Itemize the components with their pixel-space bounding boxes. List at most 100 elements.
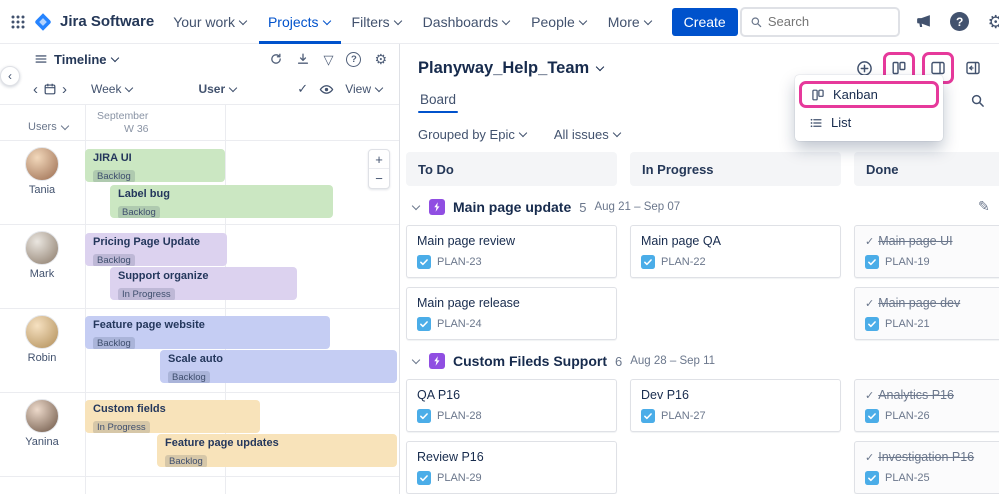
board-card[interactable]: ✓ Investigation P16 PLAN-25 <box>854 441 999 494</box>
nav-filters[interactable]: Filters <box>343 0 412 44</box>
gantt-bar[interactable]: Label bug Backlog <box>110 185 333 218</box>
card-title: QA P16 <box>417 388 461 402</box>
menu-icon[interactable] <box>34 52 48 66</box>
epic-group-header[interactable]: Main page update 5 Aug 21 – Sep 07 ✎ <box>400 186 999 225</box>
user-name: Tania <box>28 184 56 196</box>
done-column: ✓ Main page UI PLAN-19 ✓ Main page dev PLA… <box>854 225 999 340</box>
prev-period-button[interactable]: ‹ <box>33 80 38 98</box>
open-panel-icon[interactable] <box>961 56 985 80</box>
chevron-down-icon <box>518 128 528 138</box>
status-badge: In Progress <box>93 421 150 433</box>
refresh-icon[interactable] <box>269 52 283 66</box>
gantt-bar[interactable]: Pricing Page Update Backlog <box>85 233 227 266</box>
board-search-icon[interactable] <box>970 93 985 108</box>
group-by-select[interactable]: User <box>195 82 241 96</box>
zoom-in-button[interactable]: + <box>369 150 389 169</box>
timeline-title[interactable]: Timeline <box>54 52 120 67</box>
epic-icon <box>429 353 445 369</box>
column-header-inprogress: In Progress <box>630 152 841 186</box>
help-icon[interactable]: ? <box>346 51 362 67</box>
download-icon[interactable] <box>296 52 310 66</box>
card-key: PLAN-22 <box>661 256 706 268</box>
create-button[interactable]: Create <box>671 7 738 36</box>
menu-item-list[interactable]: List <box>795 109 943 136</box>
board-card[interactable]: ✓ Analytics P16 PLAN-26 <box>854 379 999 432</box>
jira-brand[interactable]: Jira Software <box>28 11 162 33</box>
view-select[interactable]: View <box>342 82 387 96</box>
task-icon <box>417 255 431 269</box>
gantt-bar[interactable]: Scale auto Backlog <box>160 350 397 383</box>
board-card[interactable]: Dev P16 PLAN-27 <box>630 379 841 432</box>
settings-gear-icon[interactable]: ⚙ <box>987 11 999 32</box>
task-icon <box>641 255 655 269</box>
status-badge: Backlog <box>93 254 135 266</box>
gantt-bar[interactable]: Support organize In Progress <box>110 267 297 300</box>
week-label: W 36 <box>124 123 149 135</box>
calendar-icon[interactable] <box>43 82 57 96</box>
avatar[interactable] <box>25 399 59 433</box>
column-header-todo: To Do <box>406 152 617 186</box>
avatar[interactable] <box>25 231 59 265</box>
view-type-menu: Kanban List <box>795 75 943 141</box>
global-search[interactable] <box>739 6 900 37</box>
board-card[interactable]: QA P16 PLAN-28 <box>406 379 617 432</box>
epic-group-header[interactable]: Custom Fileds Support 6 Aug 28 – Sep 11 <box>400 340 999 379</box>
card-key: PLAN-24 <box>437 318 482 330</box>
task-icon <box>865 471 879 485</box>
feedback-megaphone-icon[interactable] <box>912 10 936 34</box>
issues-filter[interactable]: All issues <box>554 127 622 142</box>
board-card[interactable]: Main page review PLAN-23 <box>406 225 617 278</box>
collapse-panel-button[interactable]: ‹ <box>0 66 20 86</box>
zoom-select[interactable]: Week <box>88 82 137 96</box>
next-period-button[interactable]: › <box>62 80 67 98</box>
zoom-out-button[interactable]: − <box>375 171 383 186</box>
chevron-down-icon <box>125 83 134 93</box>
gantt-bar[interactable]: Feature page website Backlog <box>85 316 330 349</box>
avatar[interactable] <box>25 315 59 349</box>
board-card[interactable]: ✓ Main page UI PLAN-19 <box>854 225 999 278</box>
app-switcher-icon[interactable] <box>10 8 26 36</box>
gantt-bar[interactable]: Custom fields In Progress <box>85 400 260 433</box>
nav-projects[interactable]: Projects <box>259 0 341 44</box>
nav-more[interactable]: More <box>599 0 662 44</box>
card-title: Main page QA <box>641 234 721 248</box>
card-title: Dev P16 <box>641 388 689 402</box>
column-header-done: Done <box>854 152 999 186</box>
filter-icon[interactable]: ▽ <box>323 51 334 67</box>
card-key: PLAN-19 <box>885 256 930 268</box>
search-input[interactable] <box>767 14 890 29</box>
timeline-header: Timeline ▽ ? ⚙ <box>0 44 399 74</box>
tab-board[interactable]: Board <box>418 92 459 116</box>
nav-dashboards[interactable]: Dashboards <box>414 0 521 44</box>
board-tabs: Board <box>400 82 999 116</box>
nav-your-work[interactable]: Your work <box>164 0 257 44</box>
chevron-down-icon <box>411 201 421 211</box>
group-by-filter[interactable]: Grouped by Epic <box>418 127 528 142</box>
task-icon <box>417 409 431 423</box>
board-card[interactable]: Review P16 PLAN-29 <box>406 441 617 494</box>
chevron-down-icon <box>110 53 119 63</box>
board-panel: Planyway_Help_Team Board Kanban <box>400 44 999 494</box>
gantt-bar[interactable]: Feature page updates Backlog <box>157 434 397 467</box>
eye-icon[interactable] <box>319 82 334 97</box>
project-title[interactable]: Planyway_Help_Team <box>418 59 605 78</box>
check-icon: ✓ <box>865 452 875 464</box>
board-card[interactable]: ✓ Main page dev PLAN-21 <box>854 287 999 340</box>
help-icon[interactable]: ? <box>948 10 972 34</box>
settings-gear-icon[interactable]: ⚙ <box>374 51 387 67</box>
status-badge: Backlog <box>165 455 207 467</box>
avatar[interactable] <box>25 147 59 181</box>
check-icon[interactable]: ✓ <box>297 81 309 96</box>
menu-item-kanban[interactable]: Kanban <box>799 81 939 108</box>
list-icon <box>809 116 823 130</box>
board-card[interactable]: Main page QA PLAN-22 <box>630 225 841 278</box>
status-badge: In Progress <box>118 288 175 300</box>
users-column-header[interactable]: Users <box>28 121 70 133</box>
board-card[interactable]: Main page release PLAN-24 <box>406 287 617 340</box>
chevron-down-icon <box>238 16 248 25</box>
edit-pencil-icon[interactable]: ✎ <box>978 198 990 214</box>
gantt-bar[interactable]: JIRA UI Backlog <box>85 149 225 182</box>
nav-people[interactable]: People <box>522 0 597 44</box>
column-headers: To Do In Progress Done <box>400 152 999 186</box>
epic-issue-count: 6 <box>615 353 623 369</box>
